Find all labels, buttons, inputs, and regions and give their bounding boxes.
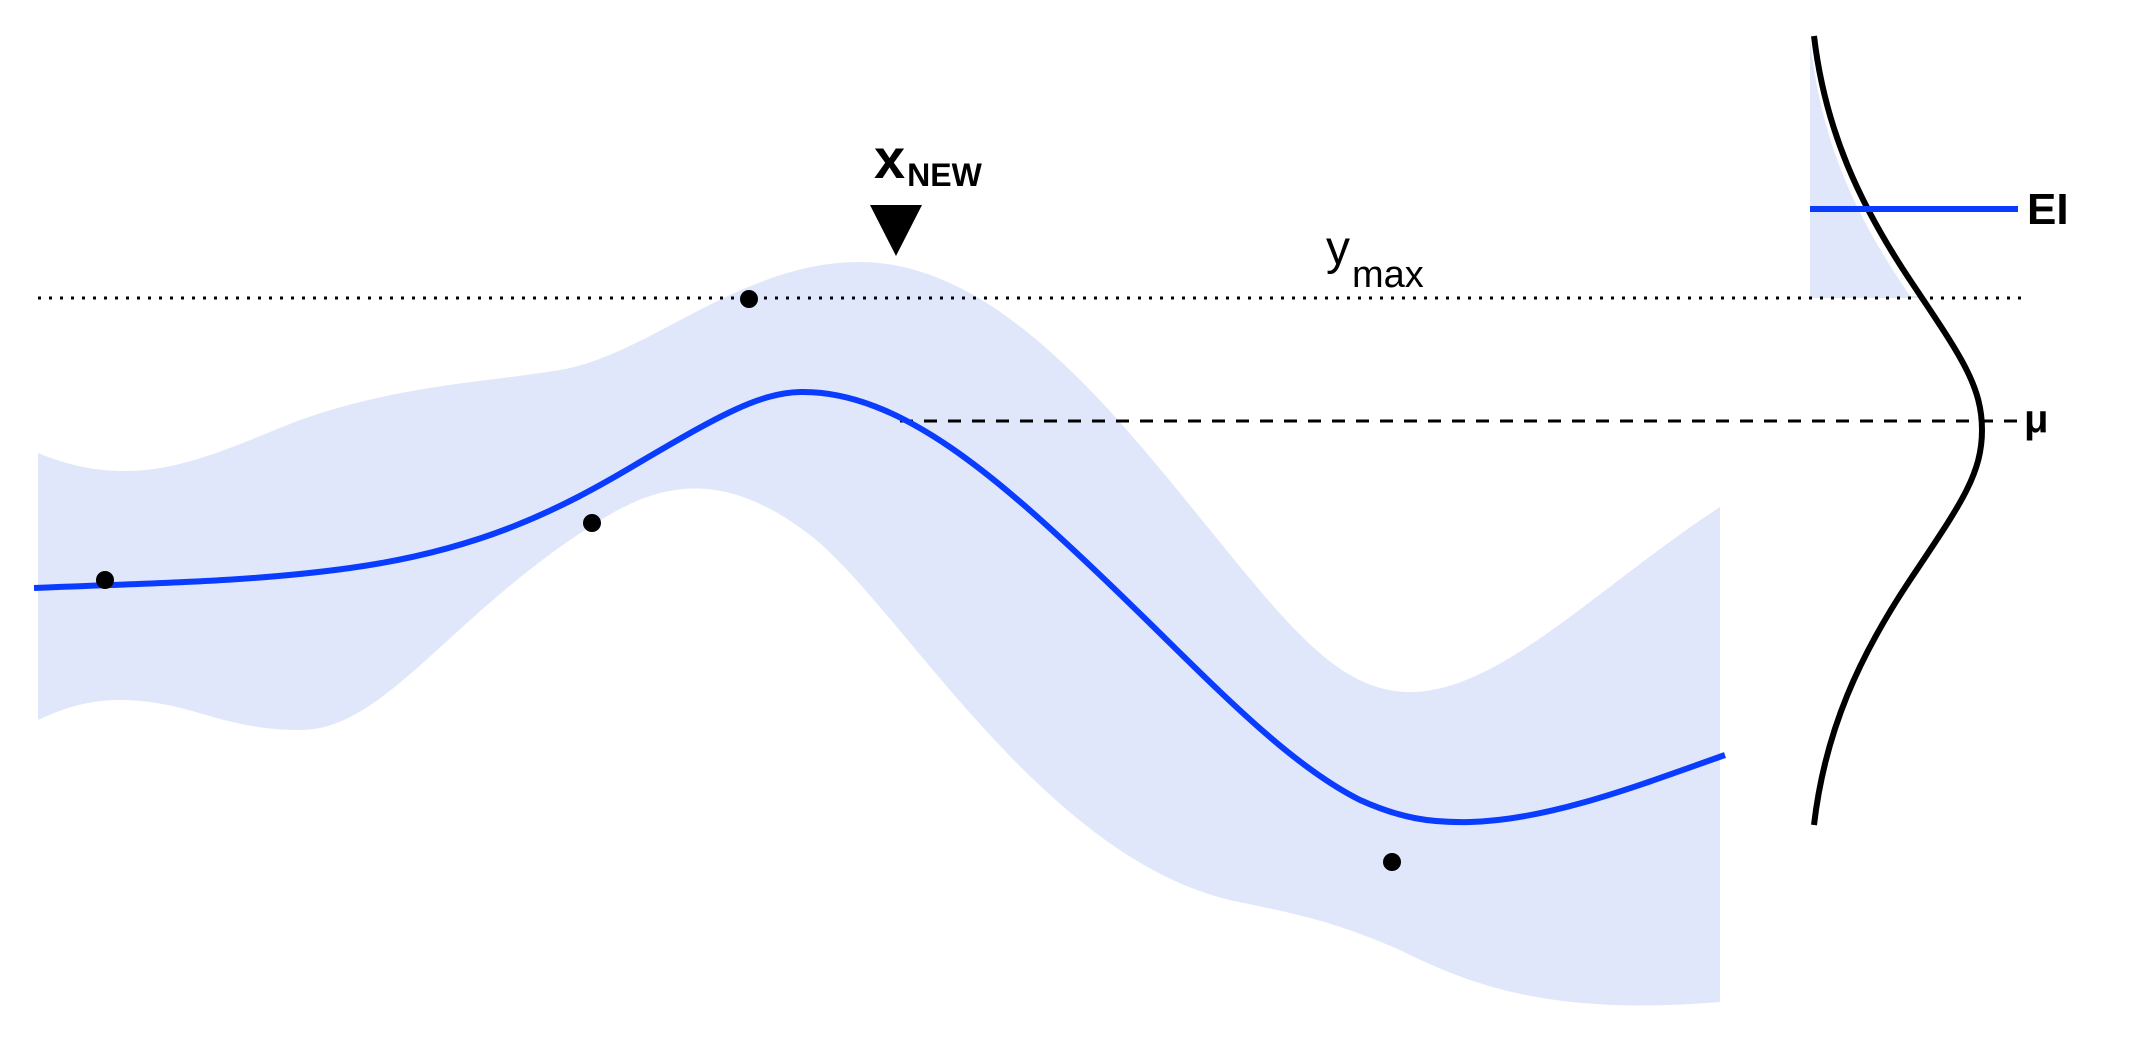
y-max-label: ymax — [1326, 222, 1424, 296]
y-max-label-main: y — [1326, 222, 1350, 275]
observation-point-4 — [1383, 853, 1401, 871]
x-new-label-sub: NEW — [907, 157, 982, 193]
y-max-label-sub: max — [1352, 254, 1424, 296]
x-new-label-main: x — [874, 127, 905, 190]
mean-curve — [33, 388, 1726, 826]
observation-point-3 — [740, 290, 758, 308]
down-triangle-icon — [870, 205, 922, 256]
density-curve — [1811, 35, 1986, 826]
mu-label: μ — [2024, 397, 2048, 441]
observation-point-1 — [96, 571, 114, 589]
x-new-label: xNEW — [874, 127, 983, 193]
observation-point-2 — [583, 514, 601, 532]
ei-label: EI — [2027, 185, 2069, 234]
uncertainty-band — [38, 262, 1720, 1006]
density-tail-area — [1810, 40, 1923, 298]
